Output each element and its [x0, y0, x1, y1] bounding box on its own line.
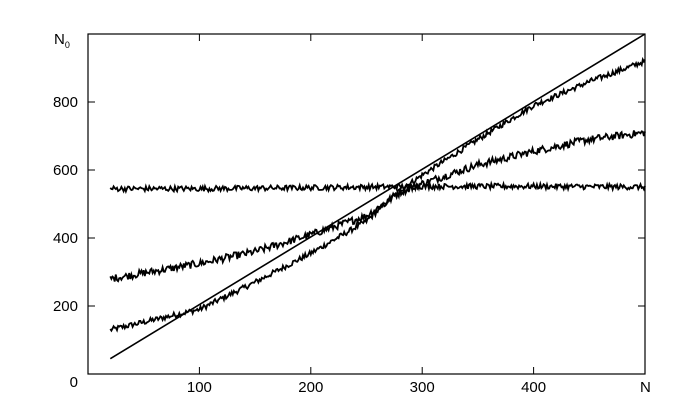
y-axis-label-main: N	[54, 31, 65, 48]
y-axis-label: N0	[54, 31, 70, 50]
series-4-line	[110, 184, 645, 192]
y-tick-label: 400	[53, 230, 78, 247]
y-tick-label: 200	[53, 298, 78, 315]
origin-tick-label: 0	[70, 374, 78, 391]
y-tick-label: 600	[53, 162, 78, 179]
x-tick-label: 200	[298, 379, 323, 396]
x-tick-label: 300	[410, 379, 435, 396]
x-axis-label: N	[640, 379, 651, 396]
x-tick-label: 400	[521, 379, 546, 396]
y-tick-label: 800	[53, 94, 78, 111]
y-axis-label-subscript: 0	[65, 40, 70, 50]
x-tick-label: 100	[187, 379, 212, 396]
series-2-line	[110, 60, 645, 331]
series-3-line	[110, 130, 645, 281]
